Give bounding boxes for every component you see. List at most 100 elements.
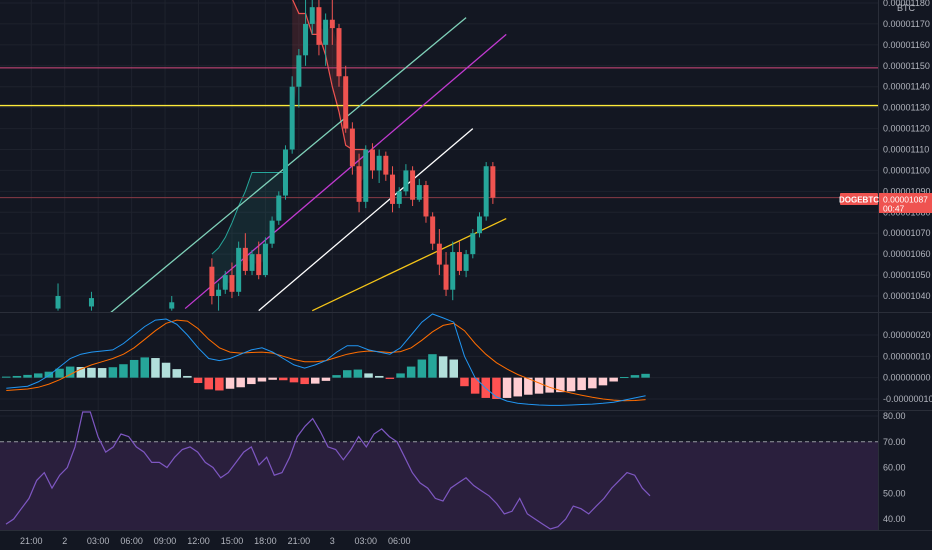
candle-body — [436, 243, 442, 265]
axis-layer: 21:00 2 03:00 06:00 09:00 12:00 15:00 18:00 21:0… — [20, 0, 932, 546]
macd-histogram-bar — [2, 376, 11, 378]
candle-body — [390, 174, 396, 204]
macd-histogram-bar — [566, 377, 576, 392]
macd-histogram-bar — [332, 375, 341, 378]
macd-histogram-bar — [225, 377, 235, 389]
candle-body — [316, 7, 322, 45]
macd-histogram-bar — [396, 373, 405, 378]
candle-body — [416, 185, 422, 200]
price-tick-label: 0.00001120 — [883, 124, 930, 134]
last-price-value: 0.00001087 — [883, 195, 928, 205]
macd-tick-label: 0.00000020 — [883, 330, 931, 340]
macd-histogram-bar — [23, 374, 32, 378]
macd-histogram-bar — [556, 377, 565, 393]
macd-histogram-bar — [545, 377, 554, 393]
candle-body — [329, 19, 335, 29]
candle-body — [282, 149, 288, 196]
rsi-line — [5, 411, 651, 530]
macd-histogram-bar — [449, 359, 458, 378]
macd-histogram-bar — [151, 358, 160, 378]
rsi-band — [0, 441, 878, 530]
macd-histogram-bar — [417, 359, 427, 378]
time-tick-label: 03:00 — [354, 536, 377, 546]
macd-histogram-bar — [460, 377, 469, 387]
macd-histogram-bar — [406, 366, 416, 378]
price-axis[interactable] — [878, 0, 932, 530]
macd-histogram-bar — [534, 377, 544, 394]
candle-body — [363, 149, 369, 202]
macd-histogram-bar — [470, 377, 480, 394]
candle-body — [216, 289, 222, 296]
price-tick-label: 0.00001130 — [883, 103, 930, 113]
price-tick-label: 0.00001160 — [883, 40, 930, 50]
time-tick-label: 15:00 — [221, 536, 244, 546]
macd-histogram-bar — [193, 377, 203, 383]
price-tick-label: 0.00001040 — [883, 291, 931, 301]
time-tick-label: 06:00 — [120, 536, 143, 546]
time-tick-label: 2 — [62, 536, 67, 546]
macd-histogram-bar — [247, 377, 256, 385]
candle-body — [410, 170, 416, 200]
candle-body — [55, 296, 61, 309]
time-tick-label: 3 — [330, 536, 335, 546]
rsi-layer — [0, 411, 878, 530]
candle-body — [476, 216, 482, 234]
macd-histogram-bar — [641, 373, 650, 378]
macd-histogram-bar — [524, 377, 533, 395]
candle-body — [456, 252, 462, 271]
macd-histogram-bar — [300, 377, 309, 385]
macd-histogram-bar — [215, 377, 224, 391]
time-tick-label: 06:00 — [388, 536, 411, 546]
macd-histogram-bar — [172, 369, 181, 378]
macd-histogram-bar — [236, 377, 245, 388]
candle-body — [256, 254, 262, 276]
trail-fill-up — [211, 172, 286, 293]
macd-histogram-bar — [97, 368, 107, 378]
macd-histogram-bar — [513, 377, 522, 397]
candle-body — [356, 166, 362, 202]
candle-body — [403, 170, 409, 192]
candle-body — [303, 23, 309, 56]
time-axis[interactable] — [0, 530, 932, 550]
candle-body — [88, 298, 94, 307]
macd-histogram-bar — [364, 373, 373, 378]
macd-histogram-bar — [577, 377, 586, 391]
macd-histogram-bar — [12, 375, 22, 378]
macd-histogram-bar — [87, 367, 96, 378]
price-tick-label: 0.00001170 — [883, 19, 930, 29]
candle-body — [276, 195, 282, 221]
macd-tick-label: -0.00000010 — [883, 394, 932, 404]
candle-body — [222, 275, 228, 290]
macd-histogram-bar — [140, 357, 149, 378]
macd-histogram-bar — [108, 367, 118, 378]
macd-histogram-bar — [55, 368, 64, 378]
macd-histogram-bar — [257, 377, 267, 382]
price-tick-label: 0.00001150 — [883, 61, 930, 71]
macd-histogram-bar — [588, 377, 597, 389]
macd-histogram-bar — [34, 373, 43, 378]
bar-countdown: 00:47 — [883, 204, 905, 214]
candle-body — [242, 247, 248, 271]
candle-body — [369, 149, 375, 171]
price-tick-label: 0.00001070 — [883, 228, 931, 238]
rsi-tick-label: 40.00 — [883, 514, 906, 524]
symbol-label: DOGEBTC — [839, 196, 879, 205]
time-tick-label: 09:00 — [154, 536, 177, 546]
macd-histogram-bar — [428, 354, 437, 378]
rsi-tick-label: 80.00 — [883, 411, 906, 421]
candle-body — [443, 264, 449, 290]
macd-histogram-bar — [620, 377, 629, 379]
macd-histogram-bar — [119, 364, 128, 378]
candle-body — [262, 243, 268, 276]
macd-histogram-bar — [321, 377, 331, 381]
candle-body — [450, 252, 456, 290]
macd-tick-label: 0.00000000 — [883, 373, 931, 383]
macd-histogram-bar — [76, 367, 86, 378]
candle-body — [423, 185, 429, 217]
macd-histogram-bar — [492, 377, 501, 399]
time-tick-label: 03:00 — [87, 536, 110, 546]
rsi-tick-label: 60.00 — [883, 463, 906, 473]
price-tick-label: 0.00001050 — [883, 270, 931, 280]
candle-body — [309, 7, 315, 24]
